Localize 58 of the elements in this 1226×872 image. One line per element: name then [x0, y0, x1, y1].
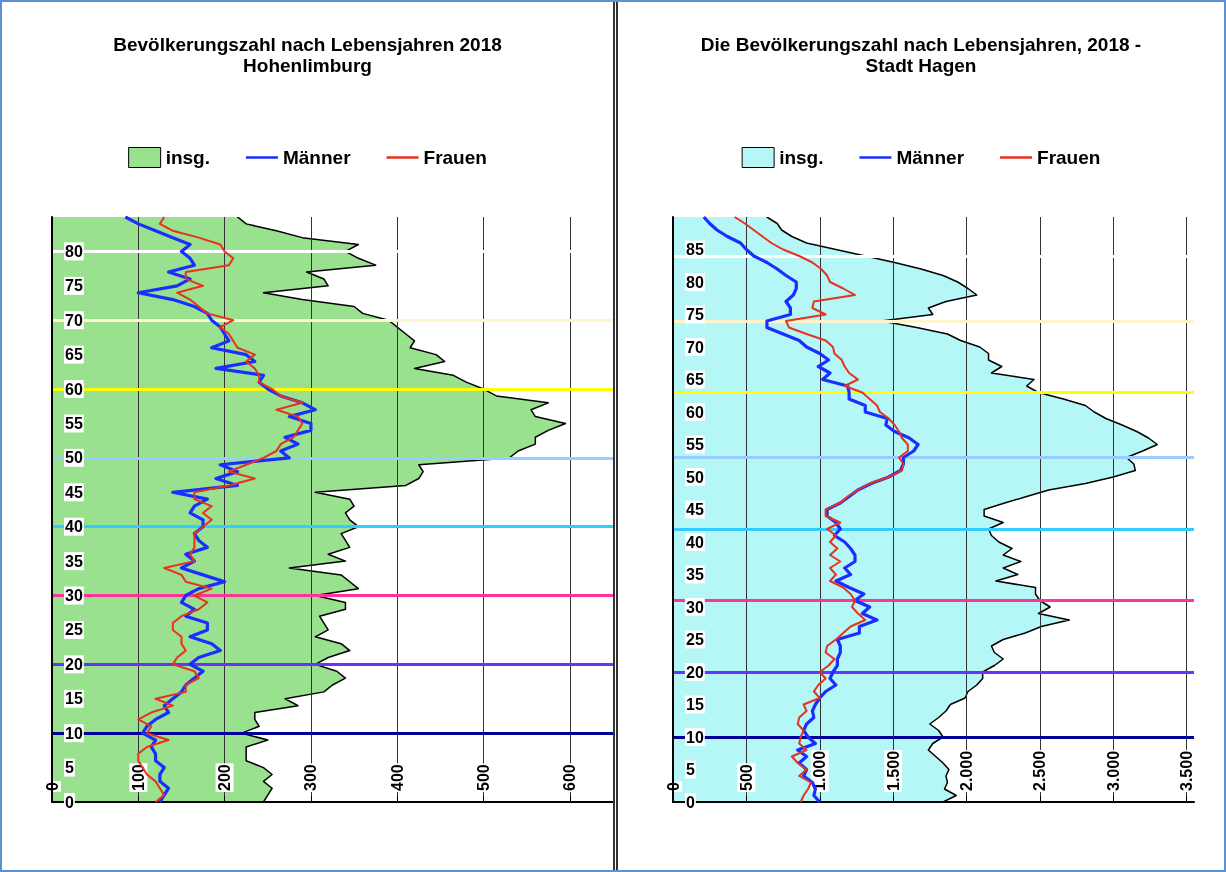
y-tick-label: 35 [65, 552, 83, 570]
y-tick-label: 35 [686, 566, 704, 583]
y-tick-label: 0 [65, 793, 74, 811]
y-tick-label: 65 [686, 371, 704, 388]
x-tick-label: 3.500 [1178, 750, 1196, 791]
y-tick-label: 80 [686, 273, 704, 291]
legend-label: Männer [282, 147, 352, 168]
y-tick-label: 65 [65, 346, 83, 364]
y-tick-label: 70 [686, 338, 704, 356]
y-tick-label: 75 [65, 277, 83, 295]
y-tick-label: 55 [686, 436, 704, 453]
y-tick-label: 70 [65, 311, 83, 329]
y-tick-label: 50 [686, 468, 704, 486]
x-tick-label: 500 [737, 764, 755, 791]
legend-label: insg. [165, 147, 210, 168]
y-tick-label: 20 [686, 663, 704, 681]
y-tick-label: 5 [65, 759, 74, 777]
y-tick-label: 40 [686, 533, 704, 551]
y-tick-label: 15 [65, 690, 83, 708]
x-tick-label: 1.000 [811, 750, 829, 791]
legend-label: Frauen [1037, 147, 1101, 168]
chart-subtitle: Hohenlimburg [243, 55, 372, 76]
x-tick-label: 100 [129, 764, 147, 791]
chart-title: Bevölkerungszahl nach Lebensjahren 2018 [113, 34, 502, 55]
x-tick-label: 300 [302, 764, 320, 791]
y-tick-label: 40 [65, 518, 83, 536]
y-tick-label: 25 [686, 631, 704, 648]
y-tick-label: 5 [686, 761, 695, 778]
y-tick-label: 50 [65, 449, 83, 467]
x-tick-label: 500 [475, 764, 493, 791]
legend-label: insg. [779, 147, 824, 168]
y-tick-label: 10 [65, 724, 83, 742]
x-tick-label: 3.000 [1104, 750, 1122, 791]
y-tick-label: 45 [686, 501, 704, 518]
y-tick-label: 60 [65, 380, 83, 398]
x-tick-label: 200 [216, 764, 234, 791]
y-tick-label: 80 [65, 242, 83, 260]
y-tick-label: 55 [65, 414, 83, 432]
x-tick-label: 400 [388, 764, 406, 791]
y-tick-label: 20 [65, 655, 83, 673]
x-tick-label: 1.500 [884, 750, 902, 791]
x-tick-label: 2.000 [958, 750, 976, 791]
y-tick-label: 75 [686, 306, 704, 323]
chart-title: Die Bevölkerungszahl nach Lebensjahren, 2018 - [700, 34, 1142, 55]
x-tick-label: 2.500 [1031, 750, 1049, 791]
y-tick-label: 30 [65, 587, 83, 605]
y-tick-label: 45 [65, 483, 83, 501]
y-tick-label: 60 [686, 403, 704, 421]
y-tick-label: 25 [65, 621, 83, 639]
y-tick-label: 85 [686, 241, 704, 258]
legend-label: Männer [896, 147, 965, 168]
chart-subtitle: Stadt Hagen [865, 55, 977, 76]
legend-label: Frauen [423, 147, 487, 168]
y-tick-label: 10 [686, 728, 704, 746]
y-tick-label: 15 [686, 696, 704, 713]
y-tick-label: 0 [686, 793, 695, 811]
y-tick-label: 30 [686, 598, 704, 616]
x-tick-label: 600 [561, 764, 579, 791]
